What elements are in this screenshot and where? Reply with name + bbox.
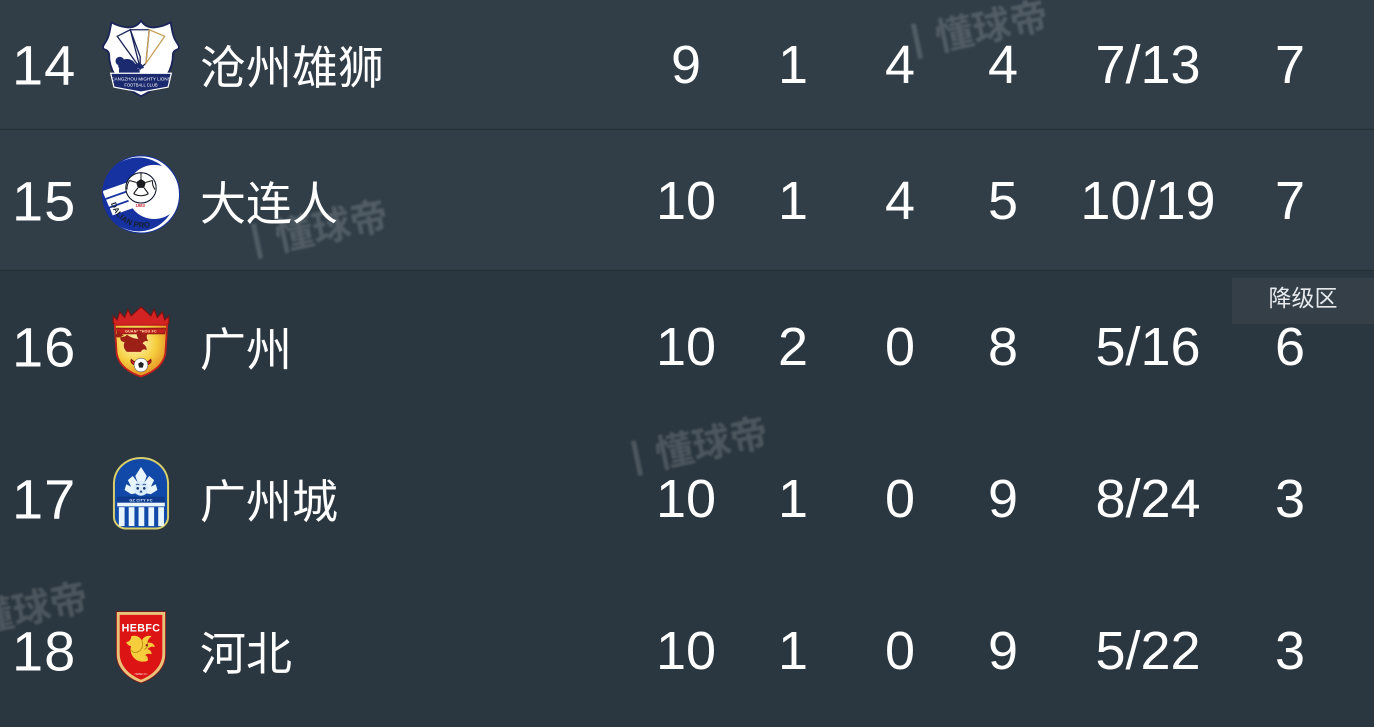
svg-text:FOOTBALL CLUB: FOOTBALL CLUB [124,82,158,87]
svg-text:CANGZHOU MIGHTY LIONS: CANGZHOU MIGHTY LIONS [111,77,170,82]
svg-text:1983: 1983 [135,203,145,208]
svg-text:GZ CITY FC: GZ CITY FC [129,498,152,502]
svg-text:HEBFC: HEBFC [122,622,161,634]
svg-text:HEBEI FC: HEBEI FC [135,672,148,676]
